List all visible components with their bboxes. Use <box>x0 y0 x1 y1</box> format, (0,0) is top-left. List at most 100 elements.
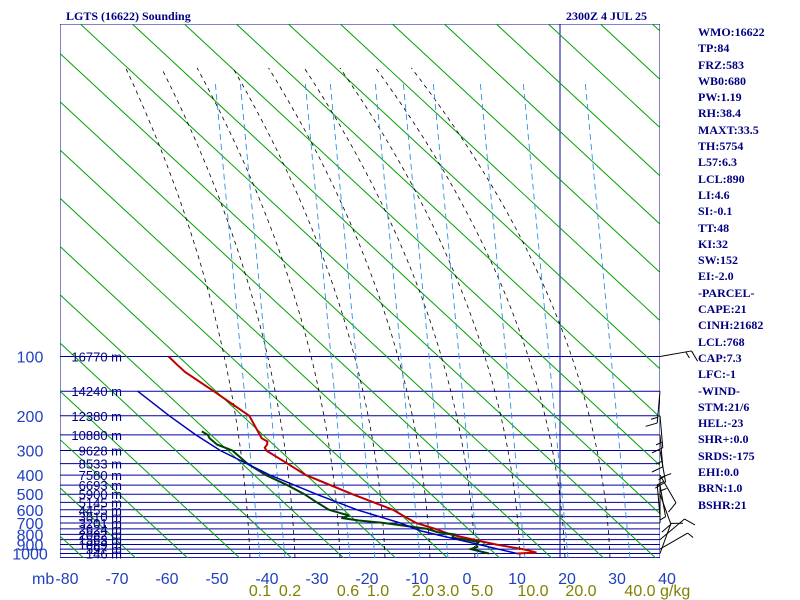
dry-adiabat <box>60 100 553 558</box>
index-value: SW:152 <box>698 253 739 268</box>
index-value: WB0:680 <box>698 73 746 88</box>
mixing-ratio-line <box>479 79 526 558</box>
wind-barb <box>659 494 672 533</box>
moist-adiabat <box>196 67 341 558</box>
mixing-ratio-line <box>304 79 351 558</box>
mixing-ratio-line <box>374 79 421 558</box>
dry-adiabat <box>60 487 137 558</box>
pressure-tick-label: 700 <box>17 516 44 533</box>
pressure-tick-label: 600 <box>17 503 44 520</box>
height-label: 2624 m <box>79 522 122 537</box>
pressure-tick-label: 100 <box>17 350 44 367</box>
mixing-ratio-line <box>432 79 479 558</box>
dry-adiabat <box>60 438 189 558</box>
index-value: SHR+:0.0 <box>698 432 749 447</box>
temperature-tick-label: -60 <box>155 571 178 588</box>
dry-adiabat <box>183 24 660 467</box>
height-label: 597 m <box>86 542 122 557</box>
dry-adiabat <box>79 24 657 558</box>
temperature-tick-label: -80 <box>55 571 78 588</box>
temperature-tick-label: -50 <box>205 571 228 588</box>
wind-barbs <box>645 350 699 554</box>
index-value: LCL:768 <box>698 334 745 349</box>
dry-adiabat <box>60 294 345 558</box>
wind-barb <box>659 350 699 362</box>
index-value: KI:32 <box>698 236 728 251</box>
index-value: MAXT:33.5 <box>698 122 759 137</box>
temperature-tick-label: -40 <box>255 571 278 588</box>
mixing-ratio-label: 0.1 <box>249 583 271 600</box>
sounding-datetime: 2300Z 4 JUL 25 <box>566 9 647 23</box>
temperature-tick-label: -20 <box>355 571 378 588</box>
moist-adiabats <box>125 67 611 558</box>
temperature-profile <box>167 355 537 555</box>
sounding-profiles <box>137 355 537 555</box>
height-label: 12380 m <box>71 409 122 424</box>
wind-barb <box>659 474 677 513</box>
index-value: BRN:1.0 <box>698 481 743 496</box>
mixing-ratio-label: 10.0 <box>517 583 548 600</box>
temperature-tick-label: 40 <box>658 571 676 588</box>
index-value: LCL:890 <box>698 171 745 186</box>
moist-adiabat <box>339 67 521 558</box>
height-label: 3201 m <box>79 516 122 531</box>
index-value: EHI:0.0 <box>698 465 740 480</box>
mixing-ratio-label: 0.6 <box>337 583 359 600</box>
height-label: 5145 m <box>79 495 122 510</box>
dry-adiabat <box>443 24 660 225</box>
temperature-tick-label: -70 <box>105 571 128 588</box>
index-value: TH:5754 <box>698 139 744 154</box>
pressure-tick-label: 900 <box>17 537 44 554</box>
temperature-tick-label: -10 <box>405 571 428 588</box>
wind-barb <box>651 415 664 454</box>
dry-adiabat <box>60 342 293 558</box>
index-value: -WIND- <box>698 383 740 398</box>
pressure-tick-label: 400 <box>17 468 44 485</box>
wind-barb <box>659 518 696 540</box>
pressure-tick-label: 1000 <box>12 547 48 564</box>
index-value: EI:-2.0 <box>698 269 734 284</box>
height-label: 14240 m <box>71 384 122 399</box>
temperature-tick-label: 10 <box>508 571 526 588</box>
dry-adiabat <box>60 197 449 558</box>
wind-barb <box>659 532 694 550</box>
mixing-ratio-label: 2.0 <box>412 583 434 600</box>
dry-adiabat <box>0 0 12 588</box>
height-label: 16770 m <box>71 350 122 365</box>
temperature-tick-label: 20 <box>558 571 576 588</box>
pressure-tick-label: 500 <box>17 487 44 504</box>
index-value: FRZ:583 <box>698 57 744 72</box>
temperature-tick-label: 30 <box>608 571 626 588</box>
mixing-ratio-line <box>584 79 631 558</box>
temperature-tick-label: -30 <box>305 571 328 588</box>
moist-adiabat <box>125 67 251 558</box>
mixing-ratio-line <box>522 79 569 558</box>
index-value: CAP:7.3 <box>698 350 742 365</box>
moist-adiabat <box>268 67 431 558</box>
index-value: RH:38.4 <box>698 106 741 121</box>
index-value: BSHR:21 <box>698 497 747 512</box>
dewpoint-profile <box>201 430 490 555</box>
mixing-ratio-label: 0.2 <box>279 583 301 600</box>
index-value: CINH:21682 <box>698 318 764 333</box>
dry-adiabat <box>60 245 397 558</box>
index-value: L57:6.3 <box>698 155 737 170</box>
height-label: 4455 m <box>79 503 122 518</box>
height-label: 2082 m <box>79 527 122 542</box>
index-value: TP:84 <box>698 41 730 56</box>
dry-adiabat <box>235 24 660 418</box>
height-label: 8533 m <box>79 457 122 472</box>
mixing-ratio-label: 3.0 <box>437 583 459 600</box>
dry-adiabat <box>547 24 660 129</box>
moist-adiabat <box>232 67 386 558</box>
height-label: 10880 m <box>71 428 122 443</box>
stability-indices-panel: WMO:16622 TP:84 FRZ:583 WB0:680 PW:1.19 RH:38… <box>698 24 798 513</box>
height-label: 9628 m <box>79 443 122 458</box>
temperature-tick-label: 0 <box>463 571 472 588</box>
height-label: 1563 m <box>79 533 122 548</box>
index-value: TT:48 <box>698 220 730 235</box>
moist-adiabat <box>375 67 566 558</box>
index-value: -PARCEL- <box>698 285 755 300</box>
